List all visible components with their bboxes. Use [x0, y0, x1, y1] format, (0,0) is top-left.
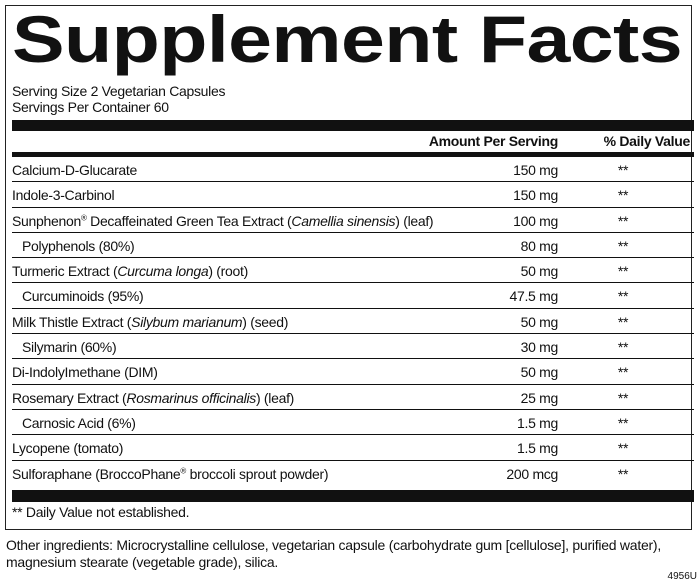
name-text: Lycopene (tomato) [12, 440, 124, 457]
name-text: Sulforaphane (BroccoPhane [12, 465, 181, 482]
ingredient-name: Indole-3-Carbinol [12, 187, 115, 204]
daily-value: ** [617, 288, 629, 305]
servings-per-container: Servings Per Container 60 [12, 99, 169, 115]
daily-value: ** [617, 187, 629, 204]
daily-value: ** [617, 339, 629, 356]
divider-thick [12, 490, 694, 502]
daily-value: ** [617, 212, 629, 229]
amount-value: 47.5 mg [509, 288, 559, 305]
name-text: ) (root) [208, 263, 248, 280]
table-row: Curcuminoids (95%) 47.5 mg ** [12, 283, 694, 309]
latin-name: Camellia sinensis [291, 212, 396, 229]
daily-value: ** [617, 440, 629, 457]
divider-medium [12, 152, 694, 157]
panel-title: Supplement Facts [12, 2, 683, 76]
table-row: Polyphenols (80%) 80 mg ** [12, 233, 694, 259]
dv-header: % Daily Value [603, 133, 691, 149]
latin-name: Curcuma longa [117, 263, 209, 280]
table-row: Sulforaphane (BroccoPhane® broccoli spro… [12, 461, 694, 486]
table-row: Sunphenon® Decaffeinated Green Tea Extra… [12, 208, 694, 233]
amount-value: 1.5 mg [517, 440, 558, 457]
name-text: ) (leaf) [255, 389, 295, 406]
table-row: Rosemary Extract (Rosmarinus officinalis… [12, 385, 694, 410]
divider-thick [12, 120, 694, 131]
ingredient-name: Sulforaphane (BroccoPhane® broccoli spro… [12, 465, 329, 482]
name-text: Silymarin (60%) [22, 339, 117, 356]
ingredient-name: Di-IndolyImethane (DIM) [12, 364, 158, 380]
amount-value: 25 mg [520, 389, 559, 406]
ingredient-name: Milk Thistle Extract (Silybum marianum) … [12, 314, 288, 330]
latin-name: Rosmarinus officinalis [126, 389, 256, 406]
ingredient-name: Rosemary Extract (Rosmarinus officinalis… [12, 390, 294, 406]
name-text: Rosemary Extract ( [12, 389, 127, 406]
name-text: Sunphenon [12, 212, 81, 229]
serving-size: Serving Size 2 Vegetarian Capsules [12, 83, 226, 99]
daily-value: ** [617, 465, 629, 482]
daily-value: ** [617, 162, 629, 178]
name-text: ) (seed) [242, 313, 289, 330]
daily-value: ** [617, 237, 629, 254]
ingredient-name: Sunphenon® Decaffeinated Green Tea Extra… [12, 212, 434, 229]
name-text: Decaffeinated Green Tea Extract ( [86, 212, 292, 229]
name-text: Turmeric Extract ( [12, 263, 118, 280]
amount-value: 150 mg [513, 187, 558, 204]
name-text: Curcuminoids (95%) [22, 288, 144, 305]
ingredient-name: Polyphenols (80%) [22, 237, 135, 254]
amount-value: 100 mg [513, 212, 558, 229]
amount-value: 50 mg [520, 313, 559, 330]
registered-mark: ® [80, 212, 87, 222]
ingredient-name: Carnosic Acid (6%) [22, 415, 136, 431]
nutrient-table: Calcium-D-Glucarate 150 mg ** Indole-3-Carb… [12, 157, 694, 486]
amount-header: Amount Per Serving [428, 133, 558, 149]
amount-value: 50 mg [520, 263, 559, 280]
table-header: Amount Per Serving % Daily Value [12, 129, 694, 151]
name-text: Carnosic Acid (6%) [22, 414, 136, 431]
other-ingredients: Other ingredients: Microcrystalline cell… [6, 537, 661, 570]
amount-value: 50 mg [520, 364, 559, 381]
daily-value: ** [617, 414, 629, 431]
ingredient-name: Curcuminoids (95%) [22, 288, 144, 305]
name-text: Di-IndolyImethane (DIM) [12, 364, 158, 381]
registered-mark: ® [180, 465, 187, 475]
table-row: Milk Thistle Extract (Silybum marianum) … [12, 309, 694, 335]
product-code: 4956U [667, 571, 697, 582]
ingredient-name: Turmeric Extract (Curcuma longa) (root) [12, 263, 248, 279]
amount-value: 1.5 mg [517, 414, 558, 431]
supplement-facts-panel [5, 5, 692, 530]
ingredient-name: Calcium-D-Glucarate [12, 162, 137, 178]
table-row: Di-IndolyImethane (DIM) 50 mg ** [12, 359, 694, 385]
ingredient-name: Lycopene (tomato) [12, 440, 123, 456]
latin-name: Silybum marianum [131, 313, 243, 330]
table-row: Indole-3-Carbinol 150 mg ** [12, 182, 694, 208]
daily-value: ** [617, 389, 629, 406]
name-text: Indole-3-Carbinol [12, 187, 115, 204]
amount-value: 30 mg [520, 339, 559, 356]
footnote: ** Daily Value not established. [12, 504, 190, 520]
daily-value: ** [617, 364, 629, 381]
name-text: Milk Thistle Extract ( [12, 313, 132, 330]
table-row: Calcium-D-Glucarate 150 mg ** [12, 157, 694, 183]
table-row: Lycopene (tomato) 1.5 mg ** [12, 435, 694, 461]
table-row: Turmeric Extract (Curcuma longa) (root) 5… [12, 258, 694, 284]
name-text: Polyphenols (80%) [22, 237, 135, 254]
amount-value: 200 mcg [506, 465, 558, 482]
amount-value: 150 mg [513, 162, 558, 178]
ingredient-name: Silymarin (60%) [22, 339, 117, 356]
name-text: broccoli sprout powder) [186, 465, 329, 482]
name-text: Calcium-D-Glucarate [12, 162, 137, 178]
amount-value: 80 mg [520, 237, 559, 254]
daily-value: ** [617, 313, 629, 330]
daily-value: ** [617, 263, 629, 280]
table-row: Silymarin (60%) 30 mg ** [12, 334, 694, 360]
table-row: Carnosic Acid (6%) 1.5 mg ** [12, 410, 694, 436]
name-text: ) (leaf) [395, 212, 434, 229]
